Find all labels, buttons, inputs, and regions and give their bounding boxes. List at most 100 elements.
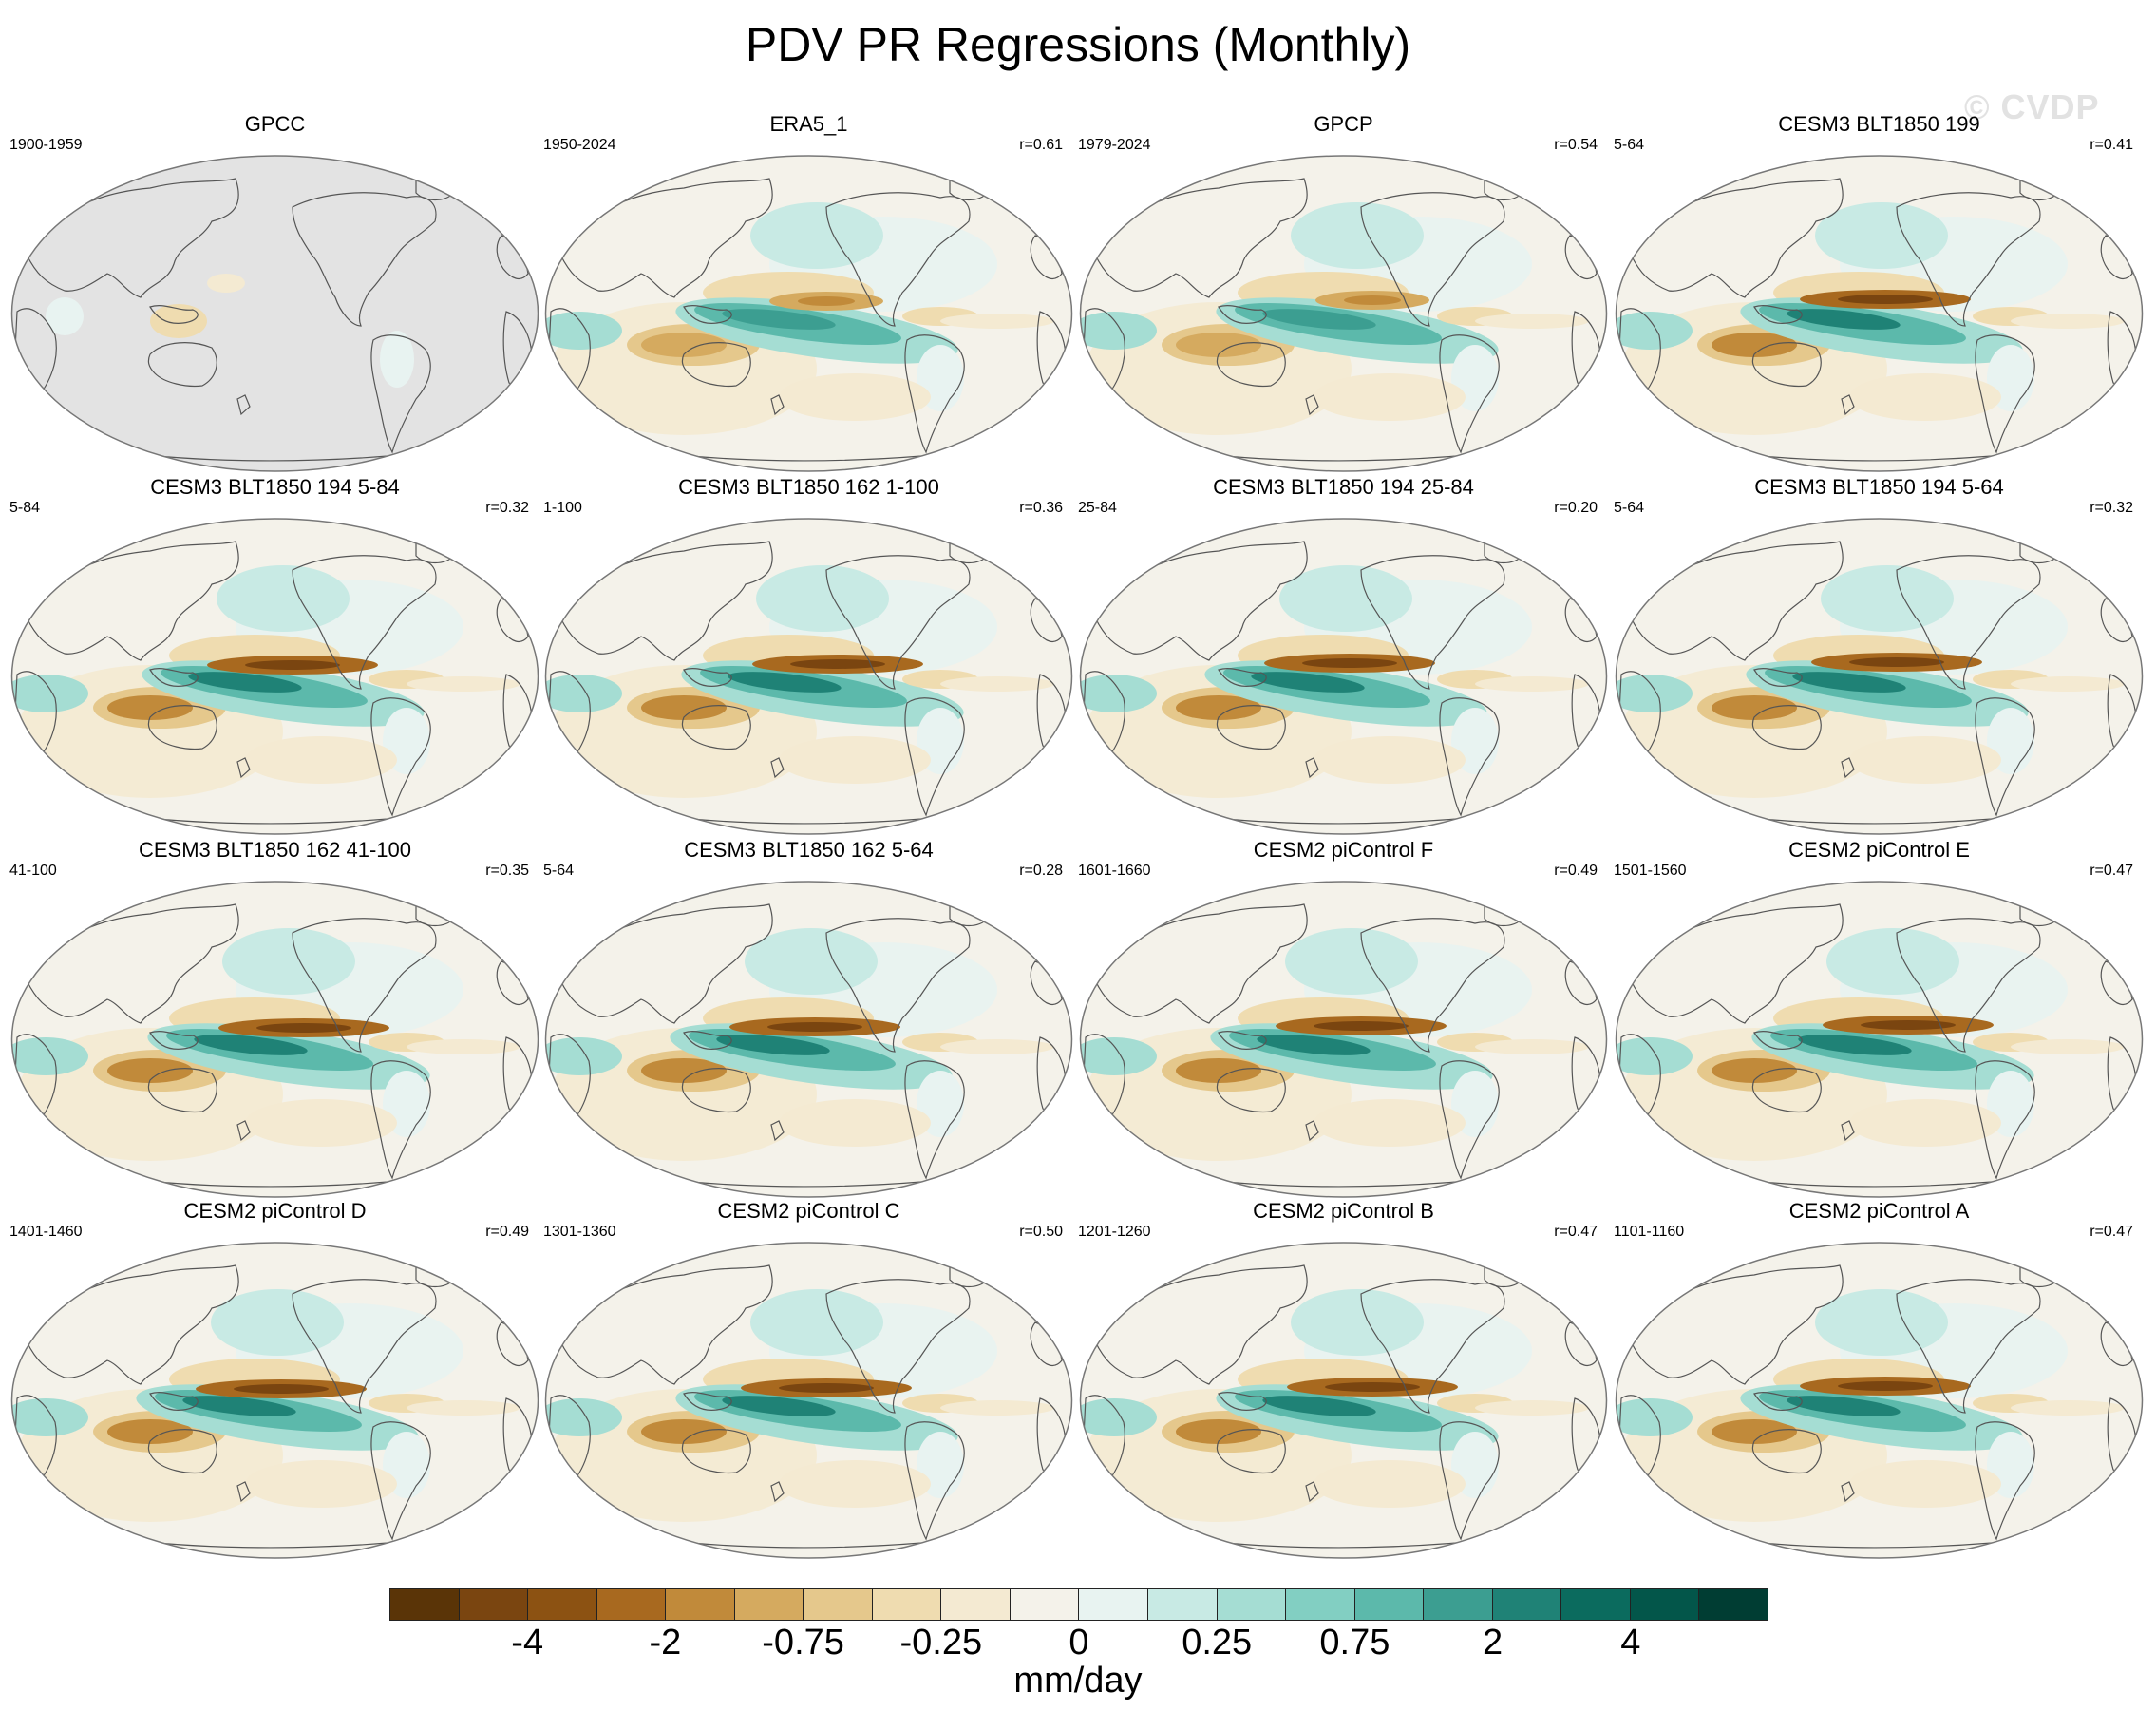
panel-title: CESM3 BLT1850 194 5-64 [1754,475,2004,499]
panel-title: CESM3 BLT1850 199 [1778,112,1980,136]
panel-title: CESM2 piControl F [1253,838,1434,862]
robinson-map [10,881,539,1198]
panel-correlation: r=0.49 [1554,863,1598,879]
panel-period: 5-84 [9,500,41,516]
colorbar-swatch [1561,1589,1631,1620]
panel-title: CESM2 piControl B [1253,1199,1434,1223]
colorbar-swatch [1010,1589,1080,1620]
panel-title: CESM3 BLT1850 162 5-64 [684,838,934,862]
colorbar-swatch [872,1589,942,1620]
colorbar [389,1588,1768,1621]
colorbar-swatch [1079,1589,1149,1620]
colorbar-swatch [1424,1589,1493,1620]
robinson-map [10,1242,539,1559]
colorbar-swatch [1217,1589,1287,1620]
panel-correlation: r=0.61 [1019,137,1063,153]
panel-correlation: r=0.35 [485,863,529,879]
map-panel: CESM3 BLT1850 194 5-64 5-64 r=0.32 [1612,475,2147,835]
panel-period: 1900-1959 [9,137,83,153]
colorbar-tick-label: 0.25 [1182,1623,1253,1662]
map-panel: CESM3 BLT1850 194 25-84 25-84 r=0.20 [1076,475,1611,835]
colorbar-swatch [804,1589,873,1620]
robinson-map [1079,1242,1608,1559]
colorbar-swatch [734,1589,804,1620]
map-panel: GPCP 1979-2024 r=0.54 [1076,112,1611,472]
panel-title: CESM3 BLT1850 194 25-84 [1213,475,1474,499]
coastlines [548,176,1067,462]
robinson-map [1615,518,2144,835]
panel-period: 1950-2024 [543,137,616,153]
panel-correlation: r=0.32 [485,500,529,516]
panel-period: 1979-2024 [1078,137,1151,153]
figure-title: PDV PR Regressions (Monthly) [745,18,1411,71]
panel-title: GPCC [244,112,306,136]
panel-period: 1501-1560 [1614,863,1687,879]
panel-period: 41-100 [9,863,57,879]
colorbar-tick-label: -2 [649,1623,682,1662]
colorbar-tick-label: 0.75 [1319,1623,1390,1662]
panel-period: 25-84 [1078,500,1117,516]
colorbar-swatch [1286,1589,1355,1620]
map-panel: CESM3 BLT1850 162 41-100 41-100 r=0.35 [8,838,542,1198]
panel-correlation: r=0.49 [485,1224,529,1240]
robinson-map [10,155,539,472]
colorbar-tick-label: 4 [1620,1623,1641,1662]
panel-title: CESM2 piControl D [183,1199,367,1223]
colorbar-swatch [1630,1589,1700,1620]
panel-period: 1101-1160 [1614,1224,1685,1240]
panel-period: 1601-1660 [1078,863,1151,879]
panel-title: CESM3 BLT1850 194 5-84 [150,475,400,499]
colorbar-tick-label: -0.25 [899,1623,983,1662]
map-panel: CESM2 piControl E 1501-1560 r=0.47 [1612,838,2147,1198]
coastlines [14,176,533,462]
panel-period: 5-64 [1614,137,1645,153]
colorbar-swatch [596,1589,667,1620]
panel-title: CESM3 BLT1850 162 41-100 [139,838,411,862]
robinson-map [1079,518,1608,835]
panel-period: 5-64 [1614,500,1645,516]
map-panel: CESM3 BLT1850 194 5-84 5-84 r=0.32 [8,475,542,835]
panel-period: 5-64 [543,863,575,879]
panel-title: CESM3 BLT1850 162 1-100 [678,475,939,499]
robinson-map [544,1242,1073,1559]
panel-title: CESM2 piControl E [1788,838,1970,862]
colorbar-swatch [1354,1589,1425,1620]
map-panel: CESM2 piControl A 1101-1160 r=0.47 [1612,1199,2147,1559]
panel-correlation: r=0.54 [1554,137,1598,153]
cvdp-watermark: © CVDP [1964,87,2100,126]
panel-correlation: r=0.20 [1554,500,1598,516]
panel-period: 1301-1360 [543,1224,616,1240]
colorbar-swatch [528,1589,597,1620]
robinson-map [10,518,539,835]
colorbar-swatch [1699,1589,1768,1620]
colorbar-tick-label: 2 [1483,1623,1504,1662]
colorbar-swatch [941,1589,1011,1620]
robinson-map [544,518,1073,835]
colorbar-units: mm/day [1013,1661,1143,1700]
panel-title: GPCP [1314,112,1373,136]
panel-correlation: r=0.32 [2090,500,2133,516]
map-panel: GPCC 1900-1959 [8,112,542,472]
panel-correlation: r=0.41 [2090,137,2133,153]
colorbar-tick-label: 0 [1069,1623,1089,1662]
colorbar-swatch [459,1589,529,1620]
map-panel: CESM3 BLT1850 162 5-64 5-64 r=0.28 [541,838,1076,1198]
robinson-map [1615,1242,2144,1559]
map-panel: ERA5_1 1950-2024 r=0.61 [541,112,1076,472]
panel-period: 1201-1260 [1078,1224,1151,1240]
panel-period: 1401-1460 [9,1224,83,1240]
robinson-map [544,881,1073,1198]
colorbar-tick-label: -4 [511,1623,544,1662]
robinson-map [1079,155,1608,472]
map-panel: CESM3 BLT1850 199 5-64 r=0.41 [1612,112,2147,472]
colorbar-swatch [1148,1589,1218,1620]
coastlines [1083,176,1601,462]
panel-correlation: r=0.47 [2090,1224,2133,1240]
panel-title: CESM2 piControl A [1788,1199,1970,1223]
map-panel: CESM2 piControl F 1601-1660 r=0.49 [1076,838,1611,1198]
map-panel: CESM2 piControl C 1301-1360 r=0.50 [541,1199,1076,1559]
panel-period: 1-100 [543,500,582,516]
panel-title: CESM2 piControl C [717,1199,900,1223]
panel-correlation: r=0.47 [2090,863,2133,879]
colorbar-swatch [666,1589,735,1620]
